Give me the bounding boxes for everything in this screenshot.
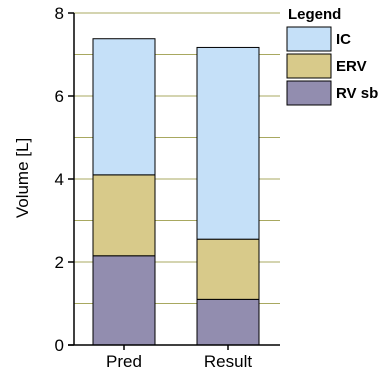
legend-swatch [286,53,332,79]
legend-label: RV sb [336,85,378,102]
y-tick-label: 8 [55,4,64,23]
x-tick-label: Pred [106,352,142,371]
bars [92,38,260,346]
y-tick-label: 2 [55,253,64,272]
y-tick-label: 6 [55,87,64,106]
bar-segment-erv [92,174,156,257]
axes: 0 2 4 6 8 Pred Result [55,4,280,371]
y-tick-label: 0 [55,336,64,355]
legend-label: ERV [336,58,367,75]
bar-segment-rv-sb [92,255,156,346]
legend-label: IC [336,31,351,48]
legend: Legend IC ERV RV sb [286,6,378,106]
legend-swatch [286,26,332,52]
y-axis-label: Volume [L] [13,138,32,218]
legend-swatch [286,80,332,106]
y-tick-label: 4 [55,170,64,189]
bar-segment-erv [196,238,260,300]
legend-title: Legend [288,6,341,23]
bar-segment-ic [92,38,156,176]
x-tick-label: Result [204,352,252,371]
bar-segment-ic [196,46,260,240]
bar-segment-rv-sb [196,298,260,346]
